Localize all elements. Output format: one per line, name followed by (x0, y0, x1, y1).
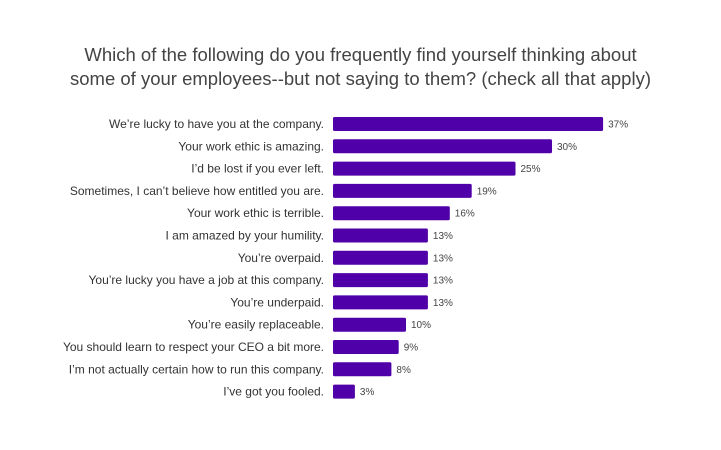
bar (333, 250, 428, 265)
bar (333, 384, 355, 399)
bar-row: You’re underpaid. 13% (230, 295, 453, 310)
bar (333, 183, 472, 198)
bar (333, 117, 604, 131)
bar (333, 273, 428, 288)
category-label: Your work ethic is amazing. (178, 139, 324, 153)
bar (333, 139, 552, 154)
category-label: Your work ethic is terrible. (187, 206, 324, 220)
value-label: 3% (360, 387, 375, 398)
bar-row: I am amazed by your humility. 13% (165, 228, 453, 243)
category-label: You should learn to respect your CEO a b… (63, 340, 324, 354)
bar-row: Your work ethic is terrible. 16% (187, 206, 475, 221)
chart-title: Which of the following do you frequently… (0, 43, 721, 91)
bar (333, 362, 392, 377)
value-label: 25% (521, 164, 541, 175)
value-label: 13% (433, 253, 453, 264)
bar-row: I’m not actually certain how to run this… (69, 362, 411, 377)
bar-row: We’re lucky to have you at the company. 3… (109, 117, 628, 131)
category-label: I’ve got you fooled. (223, 385, 324, 399)
category-label: I’m not actually certain how to run this… (69, 362, 324, 376)
bar-row: I’d be lost if you ever left. 25% (191, 161, 541, 176)
category-label: We’re lucky to have you at the company. (109, 117, 324, 131)
category-label: Sometimes, I can’t believe how entitled … (70, 184, 324, 198)
value-label: 13% (433, 276, 453, 287)
bar (333, 161, 516, 176)
bar (333, 206, 450, 221)
value-label: 37% (608, 120, 628, 131)
bar-row: I’ve got you fooled. 3% (223, 384, 375, 399)
value-label: 8% (396, 365, 411, 376)
category-label: I am amazed by your humility. (165, 229, 324, 243)
category-label: You’re overpaid. (238, 251, 324, 265)
bar-row: Sometimes, I can’t believe how entitled … (70, 183, 497, 198)
bar (333, 340, 399, 354)
bar (333, 228, 428, 243)
bar-row: Your work ethic is amazing. 30% (178, 139, 577, 154)
chart-title-line-1: Which of the following do you frequently… (84, 44, 637, 65)
category-label: You’re easily replaceable. (188, 318, 324, 332)
bar (333, 295, 428, 310)
value-label: 13% (433, 298, 453, 309)
value-label: 10% (411, 320, 431, 331)
value-label: 30% (557, 142, 577, 153)
value-label: 9% (404, 343, 419, 354)
bar (333, 317, 406, 332)
bar-row: You’re easily replaceable. 10% (188, 317, 431, 332)
value-label: 19% (477, 186, 497, 197)
category-label: I’d be lost if you ever left. (191, 162, 324, 176)
bar-row: You’re overpaid. 13% (238, 251, 453, 265)
category-label: You’re underpaid. (230, 295, 324, 309)
value-label: 16% (455, 209, 475, 220)
category-label: You’re lucky you have a job at this comp… (89, 273, 324, 287)
bar-row: You’re lucky you have a job at this comp… (89, 273, 453, 288)
chart-title-line-2: some of your employees--but not saying t… (70, 68, 651, 89)
bars-layer: We’re lucky to have you at the company. 3… (63, 117, 628, 399)
value-label: 13% (433, 231, 453, 242)
bar-row: You should learn to respect your CEO a b… (63, 340, 418, 354)
